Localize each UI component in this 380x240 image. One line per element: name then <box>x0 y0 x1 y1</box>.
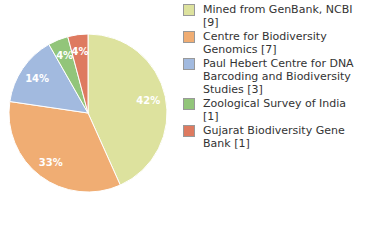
html-text:Zoological Survey of India [1]: Zoological Survey of India [1] <box>203 97 346 123</box>
svg-text:33%: 33% <box>39 157 63 168</box>
svg-text:14%: 14% <box>25 73 49 84</box>
svg-text:4%: 4% <box>56 50 74 62</box>
html-text:Gujarat Biodiversity Gene Bank: Gujarat Biodiversity Gene Bank [1] <box>203 124 345 150</box>
svg-text:42%: 42% <box>136 95 160 106</box>
html-text:Centre for Biodiversity Genomi: Centre for Biodiversity Genomics [7] <box>203 30 327 56</box>
svg-text:4%: 4% <box>72 46 89 57</box>
html-text:Mined from GenBank, NCBI [9]: Mined from GenBank, NCBI [9] <box>203 3 353 29</box>
html-text:Paul Hebert Centre for DNA Bar: Paul Hebert Centre for DNA Barcoding and… <box>203 57 354 96</box>
